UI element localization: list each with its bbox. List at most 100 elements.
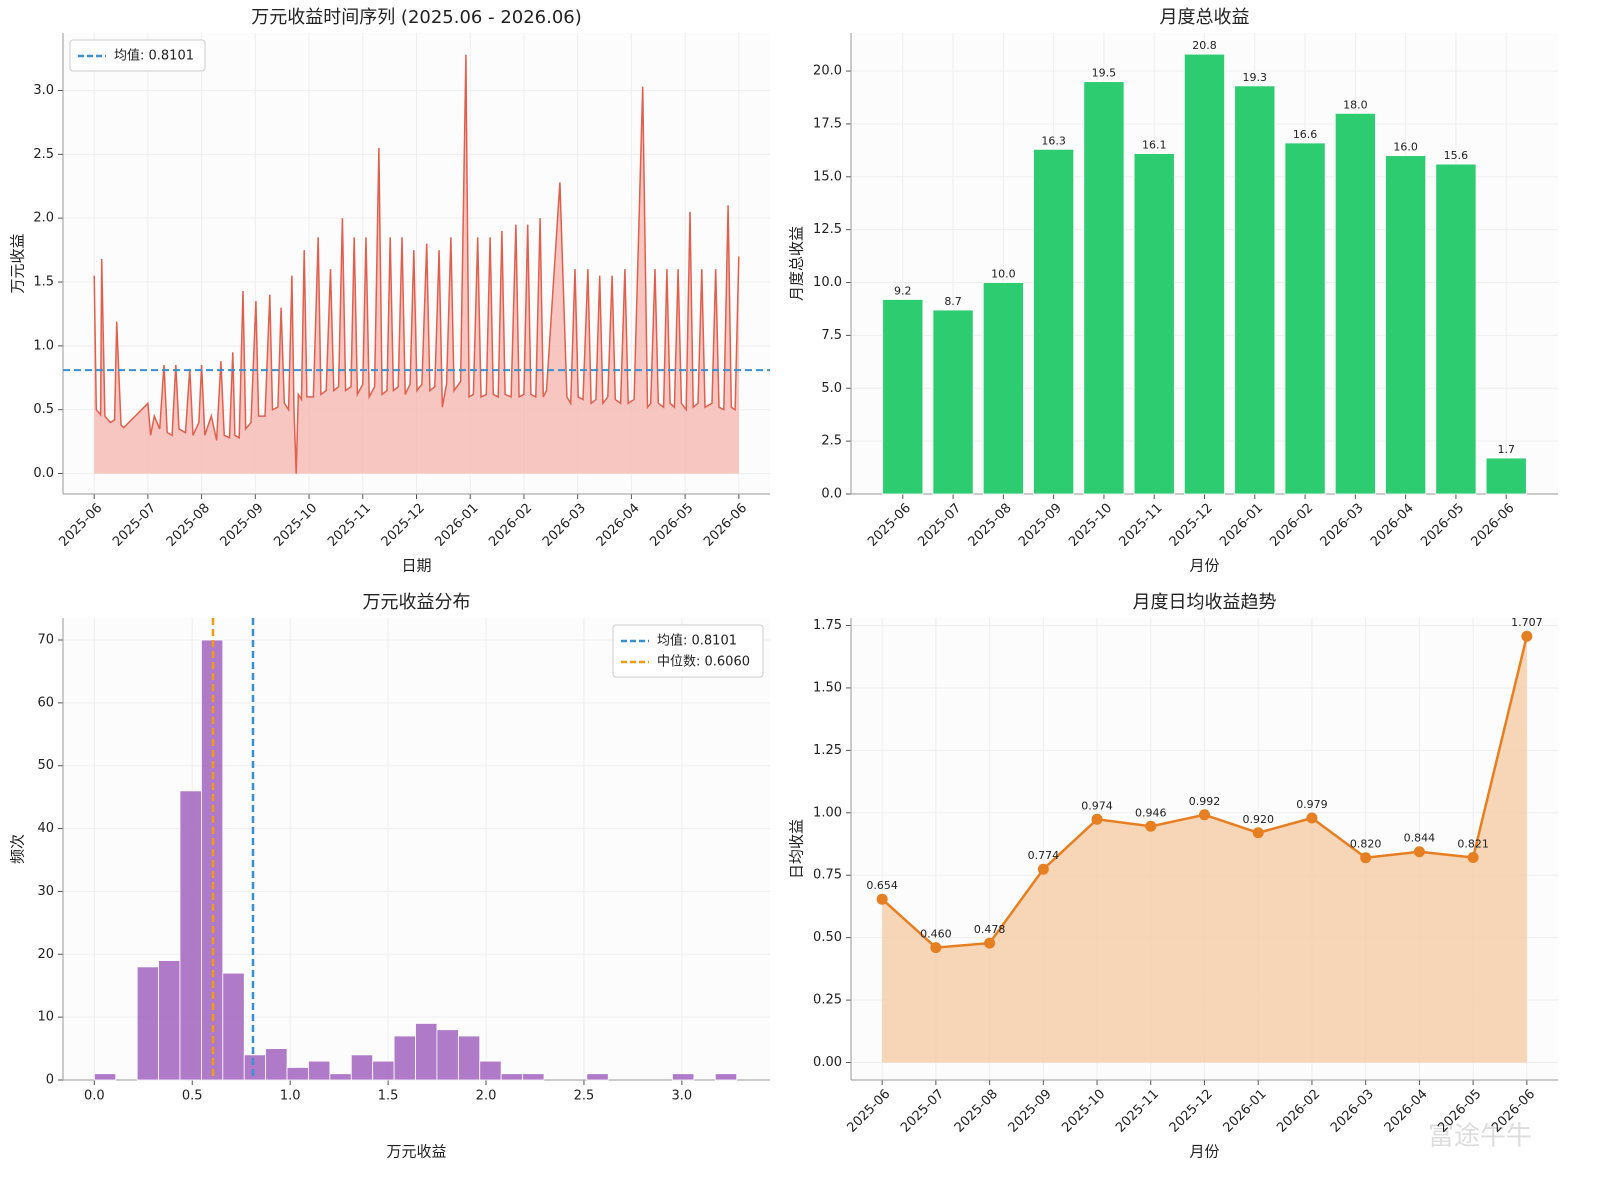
value-label: 8.7 bbox=[944, 295, 962, 308]
y-axis-label: 日均收益 bbox=[788, 819, 806, 879]
y-axis-label: 万元收益 bbox=[9, 233, 27, 293]
marker bbox=[984, 937, 996, 949]
x-tick-label: 2.0 bbox=[476, 1089, 497, 1104]
bar bbox=[1083, 81, 1125, 495]
x-tick-label: 2025-06 bbox=[865, 501, 914, 550]
x-axis-label: 月份 bbox=[1189, 557, 1219, 575]
bar bbox=[136, 966, 159, 1081]
marker bbox=[1467, 851, 1479, 863]
marker bbox=[1306, 812, 1318, 824]
x-tick-label: 2026-02 bbox=[1274, 1087, 1323, 1136]
y-tick-label: 30 bbox=[37, 884, 54, 899]
value-label: 16.1 bbox=[1142, 139, 1167, 152]
watermark: 富途牛牛 bbox=[1428, 1122, 1532, 1152]
x-tick-label: 2026-03 bbox=[1318, 501, 1367, 550]
y-tick-label: 1.25 bbox=[813, 743, 842, 758]
value-label: 19.3 bbox=[1243, 71, 1268, 84]
legend-label: 均值: 0.8101 bbox=[114, 48, 194, 64]
value-label: 16.0 bbox=[1393, 141, 1418, 154]
x-tick-label: 2026-04 bbox=[594, 501, 643, 550]
x-tick-label: 3.0 bbox=[672, 1089, 693, 1104]
x-tick-label: 2025-10 bbox=[1066, 501, 1115, 550]
y-tick-label: 1.75 bbox=[813, 618, 842, 633]
x-tick-label: 2.5 bbox=[574, 1089, 595, 1104]
bar bbox=[457, 1035, 481, 1081]
x-tick-label: 2025-10 bbox=[271, 501, 320, 550]
bar bbox=[350, 1054, 374, 1081]
y-tick-label: 1.00 bbox=[813, 805, 842, 820]
x-tick-label: 2025-08 bbox=[966, 501, 1015, 550]
marker bbox=[1037, 863, 1049, 875]
value-label: 16.3 bbox=[1041, 134, 1066, 147]
y-tick-label: 12.5 bbox=[813, 222, 842, 237]
x-tick-label: 2025-12 bbox=[379, 501, 428, 550]
y-tick-label: 17.5 bbox=[813, 116, 842, 131]
marker bbox=[1521, 630, 1533, 642]
x-axis-label: 日期 bbox=[401, 557, 431, 575]
x-tick-label: 2026-03 bbox=[1328, 1087, 1377, 1136]
bar bbox=[265, 1048, 288, 1081]
y-tick-label: 20.0 bbox=[813, 64, 842, 79]
x-tick-label: 2025-07 bbox=[898, 1087, 947, 1136]
y-tick-label: 3.0 bbox=[33, 83, 54, 98]
value-label: 16.6 bbox=[1293, 128, 1318, 141]
legend-label: 均值: 0.8101 bbox=[657, 633, 737, 649]
bar bbox=[1183, 53, 1226, 495]
area-fill bbox=[882, 636, 1527, 1063]
bar bbox=[308, 1060, 331, 1081]
bar bbox=[1033, 148, 1075, 495]
bar bbox=[329, 1073, 352, 1081]
x-tick-label: 2025-06 bbox=[56, 501, 105, 550]
y-tick-label: 10 bbox=[37, 1010, 54, 1025]
bar bbox=[500, 1073, 523, 1081]
y-tick-label: 70 bbox=[37, 633, 54, 648]
value-label: 1.707 bbox=[1511, 616, 1543, 629]
value-label: 0.820 bbox=[1350, 838, 1382, 851]
bar bbox=[1385, 155, 1427, 495]
value-label: 0.974 bbox=[1081, 799, 1113, 812]
x-tick-label: 2026-06 bbox=[1468, 501, 1517, 550]
value-label: 0.946 bbox=[1135, 806, 1167, 819]
y-tick-label: 0.00 bbox=[813, 1055, 842, 1070]
y-tick-label: 0.75 bbox=[813, 868, 842, 883]
y-tick-label: 15.0 bbox=[813, 169, 842, 184]
bar bbox=[714, 1073, 738, 1081]
y-tick-label: 1.5 bbox=[33, 275, 54, 290]
marker bbox=[876, 893, 888, 905]
x-tick-label: 2026-02 bbox=[1267, 501, 1316, 550]
marker bbox=[930, 942, 942, 954]
legend-label: 中位数: 0.6060 bbox=[657, 655, 750, 670]
bar bbox=[1334, 112, 1376, 495]
x-tick-label: 2025-08 bbox=[952, 1087, 1001, 1136]
bar bbox=[1485, 457, 1527, 495]
bar bbox=[179, 790, 202, 1081]
y-tick-label: 0.0 bbox=[821, 487, 842, 502]
x-tick-label: 2025-07 bbox=[915, 501, 964, 550]
x-tick-label: 2026-01 bbox=[1221, 1087, 1270, 1136]
marker bbox=[1145, 820, 1157, 832]
marker bbox=[1199, 809, 1210, 821]
x-tick-label: 1.5 bbox=[378, 1089, 399, 1104]
x-tick-label: 2025-12 bbox=[1167, 501, 1216, 550]
chart-title: 月度总收益 bbox=[1160, 7, 1250, 28]
y-tick-label: 2.5 bbox=[821, 434, 842, 449]
bar bbox=[93, 1073, 117, 1081]
x-tick-label: 2025-09 bbox=[1006, 1087, 1055, 1136]
y-tick-label: 0.5 bbox=[33, 402, 54, 417]
bar bbox=[1284, 142, 1326, 495]
marker bbox=[1413, 846, 1425, 858]
bar bbox=[243, 1054, 267, 1081]
bar bbox=[415, 1023, 438, 1081]
y-tick-label: 1.50 bbox=[813, 680, 842, 695]
y-axis-label: 月度总收益 bbox=[788, 226, 806, 301]
x-tick-label: 2025-11 bbox=[1113, 1087, 1162, 1136]
value-label: 9.2 bbox=[894, 284, 912, 297]
bar bbox=[158, 960, 181, 1081]
y-tick-label: 0.0 bbox=[33, 466, 54, 481]
x-tick-label: 2025-11 bbox=[1116, 501, 1165, 550]
value-label: 0.821 bbox=[1457, 837, 1489, 850]
y-tick-label: 0.25 bbox=[813, 993, 842, 1008]
value-label: 15.6 bbox=[1444, 149, 1469, 162]
y-tick-label: 2.5 bbox=[33, 147, 54, 162]
bar bbox=[286, 1067, 309, 1081]
